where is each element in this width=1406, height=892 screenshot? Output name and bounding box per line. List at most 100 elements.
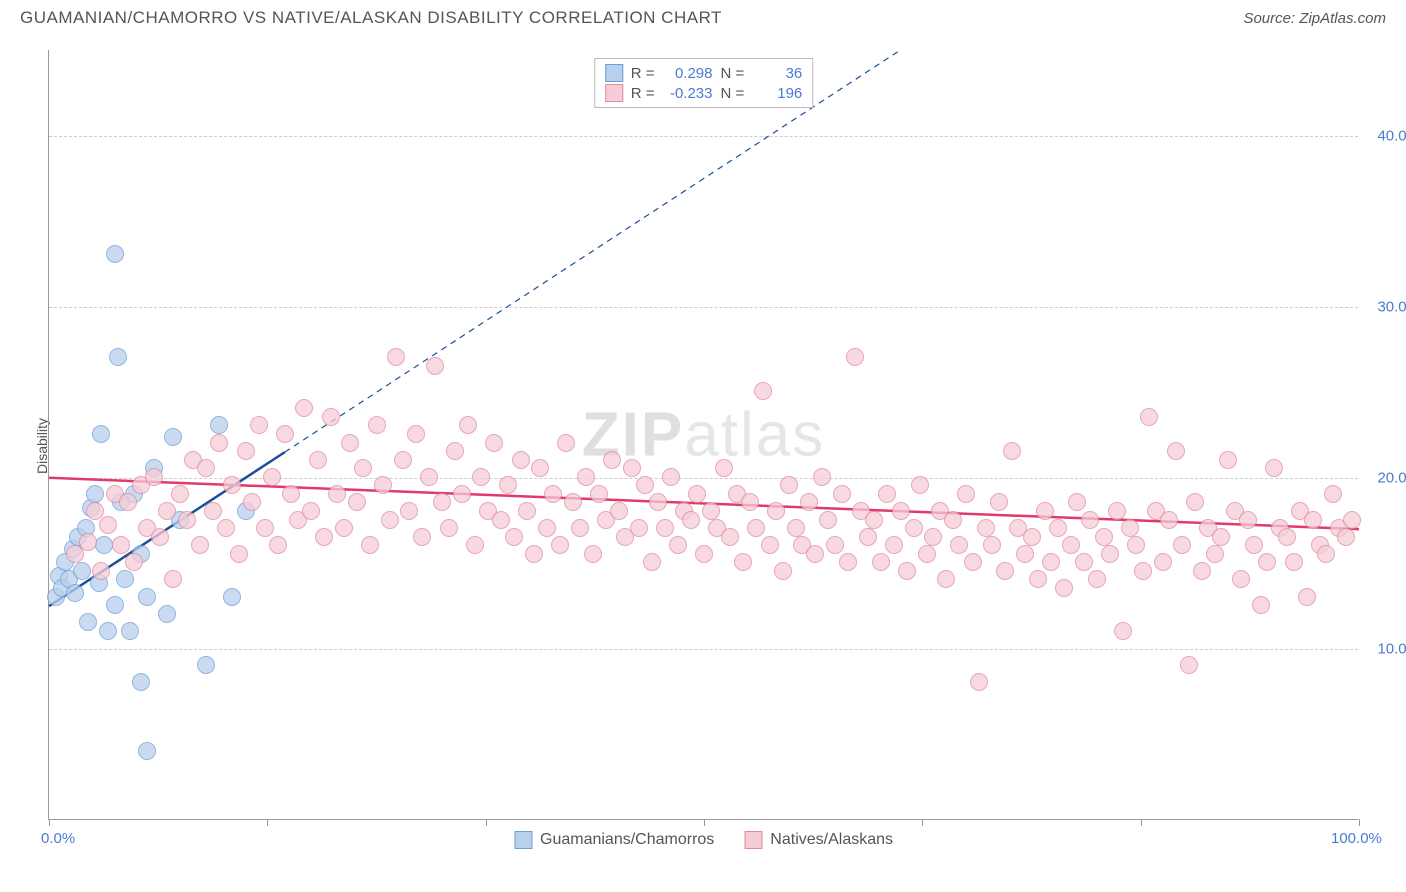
data-point: [413, 528, 431, 546]
source-credit: Source: ZipAtlas.com: [1243, 10, 1386, 27]
data-point: [1167, 442, 1185, 460]
data-point: [335, 519, 353, 537]
data-point: [210, 434, 228, 452]
data-point: [1108, 502, 1126, 520]
data-point: [584, 545, 602, 563]
data-point: [878, 485, 896, 503]
y-tick-label: 10.0%: [1377, 640, 1406, 657]
data-point: [158, 605, 176, 623]
data-point: [1232, 570, 1250, 588]
data-point: [1075, 553, 1093, 571]
data-point: [813, 468, 831, 486]
data-point: [1343, 511, 1361, 529]
data-point: [865, 511, 883, 529]
data-point: [990, 493, 1008, 511]
data-point: [92, 425, 110, 443]
data-point: [924, 528, 942, 546]
legend-label: Natives/Alaskans: [770, 831, 893, 849]
data-point: [79, 613, 97, 631]
data-point: [1140, 408, 1158, 426]
data-point: [538, 519, 556, 537]
x-tick: [1359, 819, 1360, 826]
legend-swatch: [605, 84, 623, 102]
data-point: [99, 516, 117, 534]
data-point: [354, 459, 372, 477]
data-point: [230, 545, 248, 563]
data-point: [662, 468, 680, 486]
data-point: [237, 442, 255, 460]
data-point: [1219, 451, 1237, 469]
y-tick-label: 30.0%: [1377, 298, 1406, 315]
data-point: [1186, 493, 1204, 511]
data-point: [688, 485, 706, 503]
data-point: [426, 357, 444, 375]
data-point: [643, 553, 661, 571]
data-point: [996, 562, 1014, 580]
data-point: [544, 485, 562, 503]
data-point: [603, 451, 621, 469]
data-point: [1036, 502, 1054, 520]
x-tick: [922, 819, 923, 826]
data-point: [1101, 545, 1119, 563]
data-point: [839, 553, 857, 571]
data-point: [1081, 511, 1099, 529]
x-tick: [1141, 819, 1142, 826]
data-point: [1206, 545, 1224, 563]
data-point: [780, 476, 798, 494]
data-point: [453, 485, 471, 503]
data-point: [1245, 536, 1263, 554]
data-point: [381, 511, 399, 529]
data-point: [1029, 570, 1047, 588]
data-point: [440, 519, 458, 537]
data-point: [387, 348, 405, 366]
data-point: [1173, 536, 1191, 554]
data-point: [577, 468, 595, 486]
data-point: [459, 416, 477, 434]
data-point: [636, 476, 654, 494]
data-point: [125, 553, 143, 571]
data-point: [1114, 622, 1132, 640]
data-point: [1298, 588, 1316, 606]
data-point: [106, 596, 124, 614]
data-point: [505, 528, 523, 546]
data-point: [1134, 562, 1152, 580]
data-point: [158, 502, 176, 520]
data-point: [846, 348, 864, 366]
data-point: [112, 536, 130, 554]
data-point: [223, 476, 241, 494]
data-point: [695, 545, 713, 563]
data-point: [734, 553, 752, 571]
x-tick: [267, 819, 268, 826]
data-point: [859, 528, 877, 546]
data-point: [525, 545, 543, 563]
data-point: [1154, 553, 1172, 571]
stat-r-value: -0.233: [663, 85, 713, 102]
data-point: [761, 536, 779, 554]
data-point: [518, 502, 536, 520]
data-point: [328, 485, 346, 503]
data-point: [741, 493, 759, 511]
data-point: [348, 493, 366, 511]
stat-n-value: 36: [752, 65, 802, 82]
data-point: [499, 476, 517, 494]
data-point: [787, 519, 805, 537]
data-point: [754, 382, 772, 400]
data-point: [446, 442, 464, 460]
data-point: [1278, 528, 1296, 546]
data-point: [73, 562, 91, 580]
data-point: [1180, 656, 1198, 674]
data-point: [564, 493, 582, 511]
data-point: [263, 468, 281, 486]
data-point: [66, 584, 84, 602]
data-point: [197, 459, 215, 477]
data-point: [774, 562, 792, 580]
data-point: [282, 485, 300, 503]
legend-item: Guamanians/Chamorros: [514, 831, 714, 849]
data-point: [1016, 545, 1034, 563]
data-point: [898, 562, 916, 580]
data-point: [623, 459, 641, 477]
data-point: [407, 425, 425, 443]
data-point: [121, 622, 139, 640]
data-point: [309, 451, 327, 469]
data-point: [649, 493, 667, 511]
